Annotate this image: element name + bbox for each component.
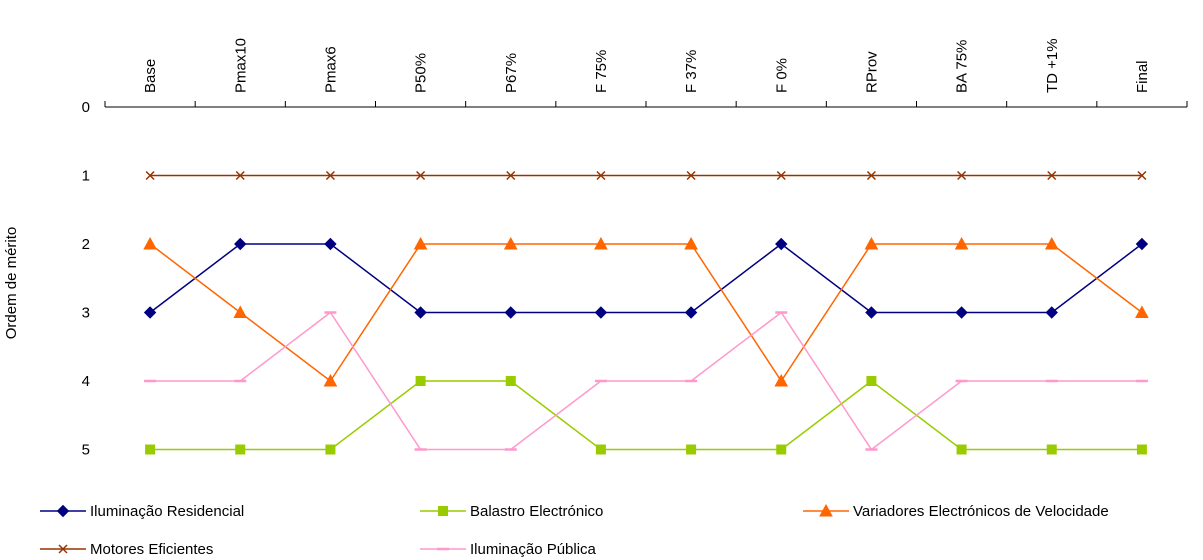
data-point-marker [1045, 306, 1058, 319]
series-layer [143, 170, 1149, 455]
series-line [149, 243, 1143, 314]
data-point-marker [145, 170, 155, 181]
legend-label: Iluminação Pública [470, 541, 597, 558]
data-point-marker [143, 236, 157, 250]
data-point-marker [686, 170, 696, 181]
series-1 [145, 376, 1147, 455]
data-point-marker [957, 170, 967, 181]
data-point-marker [594, 306, 608, 319]
legend-marker [438, 506, 448, 516]
data-point-marker [324, 237, 337, 251]
x-tick-label: F 0% [773, 58, 790, 93]
legend: Iluminação Residencial Balastro Electróni… [40, 503, 1109, 558]
data-point-marker [594, 236, 608, 250]
series-0 [143, 237, 1149, 319]
legend-entry: Balastro Electrónico [420, 503, 603, 520]
x-tick-label: P67% [503, 53, 520, 93]
legend-label: Variadores Electrónicos de Velocidade [853, 503, 1109, 520]
x-tick-label: Pmax10 [232, 38, 249, 93]
y-tick-label: 2 [82, 236, 90, 253]
series-4 [144, 311, 1148, 451]
data-point-marker [145, 444, 156, 455]
data-point-marker [323, 373, 338, 387]
data-point-marker [415, 376, 426, 386]
data-point-marker [506, 170, 516, 181]
data-point-marker [235, 170, 245, 181]
y-axis-label: Ordem de mérito [3, 227, 20, 340]
data-point-marker [866, 170, 876, 181]
data-point-marker [684, 236, 698, 250]
data-point-marker [686, 444, 697, 455]
y-tick-label: 1 [82, 168, 90, 185]
data-point-marker [234, 237, 247, 251]
data-point-marker [595, 444, 606, 455]
data-point-marker [775, 237, 788, 251]
legend-label: Balastro Electrónico [470, 503, 603, 520]
data-point-marker [505, 376, 516, 386]
data-point-marker [1047, 170, 1057, 181]
x-tick-label: Base [142, 59, 159, 93]
legend-entry: Iluminação Residencial [40, 503, 244, 520]
axes: Base Pmax10 Pmax6 P50% P67% F 75% F 37% F 0% RPr… [82, 38, 1188, 459]
x-tick-label: F 37% [683, 50, 700, 93]
legend-entry: Iluminação Pública [420, 541, 597, 558]
x-tick-label: RProv [863, 51, 880, 93]
x-tick-label: BA 75% [954, 40, 971, 93]
data-point-marker [866, 376, 877, 386]
data-point-marker [596, 170, 606, 181]
data-point-marker [233, 305, 248, 318]
legend-label: Motores Eficientes [90, 541, 213, 558]
data-point-marker [1044, 236, 1059, 250]
data-point-marker [1135, 305, 1149, 318]
data-point-marker [1135, 237, 1149, 251]
data-point-marker [235, 444, 246, 455]
legend-marker [819, 503, 833, 517]
data-point-marker [1136, 444, 1147, 455]
data-point-marker [1046, 444, 1057, 455]
series-line [150, 380, 1142, 451]
y-tick-label: 0 [82, 99, 90, 116]
legend-entry: Motores Eficientes [40, 541, 213, 558]
data-point-marker [684, 306, 698, 319]
data-point-marker [414, 306, 427, 319]
series-2 [143, 236, 1149, 387]
data-point-marker [1137, 170, 1147, 181]
data-point-marker [413, 236, 428, 250]
data-point-marker [776, 170, 786, 181]
data-point-marker [955, 306, 968, 319]
x-tick-label: F 75% [593, 50, 610, 93]
data-point-marker [504, 306, 517, 319]
data-point-marker [956, 444, 967, 455]
x-tick-label: P50% [413, 53, 430, 93]
data-point-marker [416, 170, 426, 181]
series-line [150, 311, 1142, 451]
data-point-marker [865, 306, 878, 319]
x-tick-label: Pmax6 [322, 46, 339, 93]
data-point-marker [325, 170, 335, 181]
y-tick-label: 5 [82, 442, 90, 459]
x-tick-label: TD +1% [1044, 38, 1061, 93]
data-point-marker [776, 444, 787, 455]
data-point-marker [325, 444, 336, 455]
series-line [149, 243, 1143, 383]
data-point-marker [143, 306, 157, 319]
y-tick-label: 3 [82, 305, 90, 322]
x-tick-label: Final [1134, 60, 1151, 93]
data-point-marker [864, 236, 879, 250]
legend-marker [56, 504, 70, 518]
data-point-marker [503, 236, 518, 250]
data-point-marker [954, 236, 969, 250]
legend-marker [58, 544, 68, 554]
y-tick-label: 4 [82, 373, 90, 390]
legend-label: Iluminação Residencial [90, 503, 244, 520]
series-3 [145, 170, 1147, 181]
data-point-marker [774, 373, 789, 387]
legend-entry: Variadores Electrónicos de Velocidade [803, 503, 1109, 520]
